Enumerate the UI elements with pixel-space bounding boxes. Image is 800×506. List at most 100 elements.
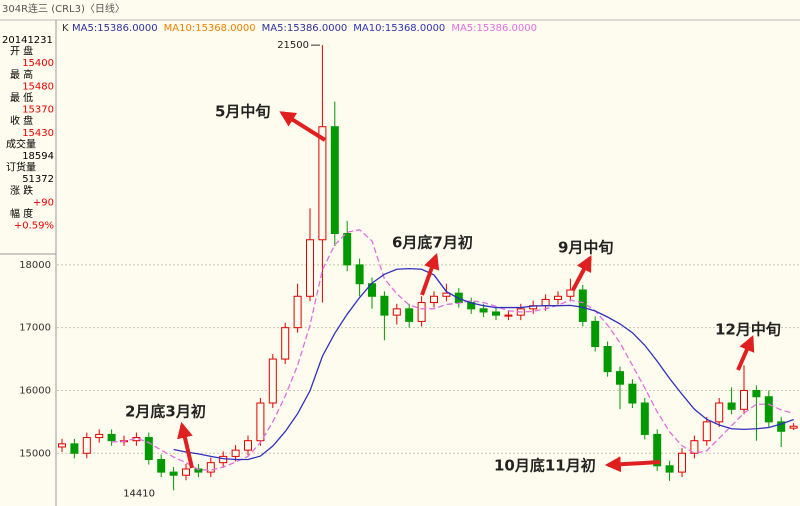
candle-body xyxy=(702,421,711,442)
info-text: 收 盘 xyxy=(10,114,33,127)
candle-body xyxy=(665,465,674,473)
candle-body xyxy=(58,443,66,448)
candle-body xyxy=(281,327,290,360)
candle-body xyxy=(554,295,562,300)
info-text: 15480 xyxy=(22,81,54,92)
candle-body xyxy=(380,295,389,316)
y-tick-label: 16000 xyxy=(19,385,51,396)
candle-body xyxy=(764,396,773,423)
candle-body xyxy=(256,402,265,442)
y-tick-label: 18000 xyxy=(19,260,51,271)
annotation-arrow xyxy=(604,456,661,473)
header-title: 304R连三 (CRL3)〈日线〉 xyxy=(2,2,125,15)
info-text: +0.59% xyxy=(14,221,54,232)
candle-body xyxy=(182,468,190,476)
candle-body xyxy=(640,402,649,435)
candle-body xyxy=(107,433,116,442)
info-text: 15400 xyxy=(22,58,54,69)
candle-body xyxy=(82,437,91,454)
candle-body xyxy=(566,289,575,297)
info-text: 18594 xyxy=(22,151,54,162)
candle-body xyxy=(169,471,178,476)
info-text: 51372 xyxy=(22,174,54,185)
candle-body xyxy=(578,289,587,322)
ma-line xyxy=(173,268,794,461)
ma-line xyxy=(111,229,794,471)
info-text: 最 高 xyxy=(10,68,33,81)
candle-body xyxy=(231,449,240,457)
candle-body xyxy=(603,346,612,373)
candle-body xyxy=(405,308,414,322)
candle-body xyxy=(715,402,724,423)
candle-body xyxy=(219,455,228,464)
candle-body xyxy=(330,126,339,234)
candle-body xyxy=(206,462,215,473)
candle-body xyxy=(144,437,153,461)
candle-body xyxy=(492,311,500,316)
candle-body xyxy=(789,425,798,429)
y-tick-label: 15000 xyxy=(19,448,51,459)
ma-legend-item: MA5:15386.0000 xyxy=(72,23,158,34)
candle-body xyxy=(740,389,748,410)
ma-legend-item: MA5:15386.0000 xyxy=(451,23,537,34)
candle-body xyxy=(727,402,736,410)
candle-body xyxy=(653,433,662,467)
info-text: 15370 xyxy=(22,105,54,116)
ma-legend-item: MA10:15368.0000 xyxy=(353,23,445,34)
annotation-arrow xyxy=(736,335,755,371)
candle-body xyxy=(318,126,327,241)
candle-body xyxy=(616,371,624,385)
info-text: 成交量 xyxy=(6,137,36,150)
annotation-arrow xyxy=(571,255,592,291)
candle-body xyxy=(777,421,786,432)
candle-body xyxy=(479,308,488,313)
annotation: 9月中旬 xyxy=(558,239,613,257)
info-text: 涨 跌 xyxy=(10,184,33,197)
annotation: 5月中旬 xyxy=(215,103,270,121)
y-tick-label: 17000 xyxy=(19,323,51,334)
candle-body xyxy=(442,292,451,297)
info-text: 20141231 xyxy=(2,35,53,46)
candle-body xyxy=(306,239,314,297)
annotation: 12月中旬 xyxy=(715,321,781,339)
candle-body xyxy=(417,302,426,322)
annotation: 10月底11月初 xyxy=(494,457,596,475)
annotation-arrow xyxy=(177,421,194,469)
info-text: 订货量 xyxy=(6,161,36,174)
info-text: 幅 度 xyxy=(10,207,33,220)
candle-body xyxy=(293,295,302,329)
candle-body xyxy=(504,314,513,317)
ma-legend-item: MA10:15368.0000 xyxy=(164,23,256,34)
candle-body xyxy=(678,452,686,473)
annotation: 6月底7月初 xyxy=(392,234,473,252)
header-k: K xyxy=(62,23,69,34)
candle-body xyxy=(541,298,550,307)
candle-body xyxy=(355,264,364,285)
annotation: 2月底3月初 xyxy=(125,403,206,421)
extreme-label: 21500 xyxy=(277,40,309,51)
candle-body xyxy=(95,433,104,439)
extreme-label: 14410 xyxy=(123,488,155,499)
candle-body xyxy=(690,440,699,454)
info-text: 15430 xyxy=(22,128,54,139)
ma-legend-item: MA5:15386.0000 xyxy=(262,23,348,34)
candle-body xyxy=(430,295,438,304)
info-text: +90 xyxy=(33,197,54,208)
candle-body xyxy=(343,232,352,266)
annotation-arrow xyxy=(420,252,440,296)
candle-body xyxy=(70,443,79,454)
candle-body xyxy=(157,459,166,473)
info-text: 最 低 xyxy=(10,91,33,104)
candle-body xyxy=(244,440,252,451)
candle-body xyxy=(268,358,277,404)
annotation-arrow xyxy=(279,111,327,142)
candle-body xyxy=(591,320,600,348)
candle-body xyxy=(752,389,761,398)
candle-body xyxy=(628,383,637,404)
candle-body xyxy=(392,308,401,316)
info-text: 开 盘 xyxy=(10,45,33,58)
